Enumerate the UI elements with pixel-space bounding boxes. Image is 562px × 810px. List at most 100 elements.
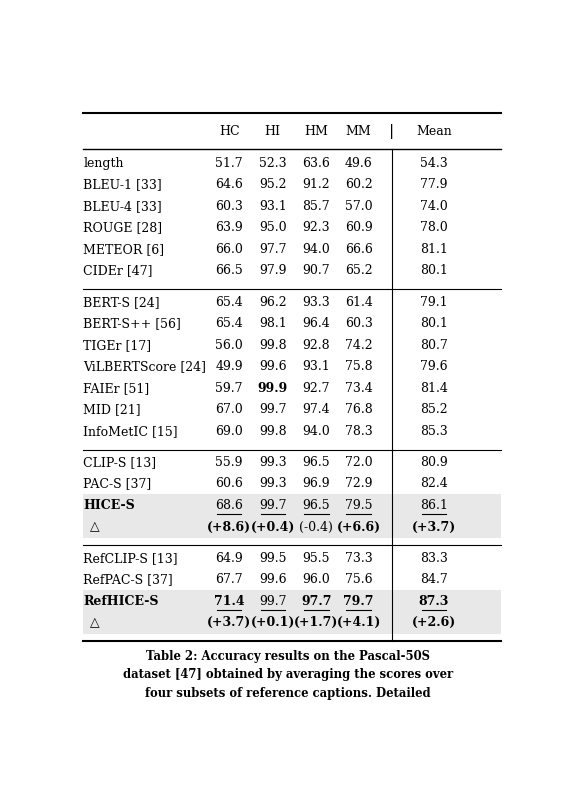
Text: 60.3: 60.3 bbox=[345, 318, 373, 330]
Text: 67.7: 67.7 bbox=[215, 573, 243, 586]
Text: (+4.1): (+4.1) bbox=[337, 616, 381, 629]
Text: 85.2: 85.2 bbox=[420, 403, 448, 416]
Text: MID [21]: MID [21] bbox=[83, 403, 141, 416]
Text: 66.5: 66.5 bbox=[215, 264, 243, 278]
Text: 99.7: 99.7 bbox=[259, 499, 287, 512]
Text: 73.4: 73.4 bbox=[345, 382, 373, 394]
Text: 79.6: 79.6 bbox=[420, 360, 448, 373]
Text: length: length bbox=[83, 157, 124, 170]
Text: 63.6: 63.6 bbox=[302, 157, 330, 170]
Text: BERT-S++ [56]: BERT-S++ [56] bbox=[83, 318, 181, 330]
Text: 86.1: 86.1 bbox=[420, 499, 448, 512]
Text: △: △ bbox=[90, 616, 99, 629]
Text: 85.3: 85.3 bbox=[420, 424, 448, 437]
Text: RefHICE-S: RefHICE-S bbox=[83, 595, 159, 608]
Text: 75.6: 75.6 bbox=[345, 573, 373, 586]
FancyBboxPatch shape bbox=[83, 494, 501, 517]
Text: 68.6: 68.6 bbox=[215, 499, 243, 512]
Text: 93.3: 93.3 bbox=[302, 296, 330, 309]
Text: 96.4: 96.4 bbox=[302, 318, 330, 330]
Text: 83.3: 83.3 bbox=[420, 552, 448, 565]
FancyBboxPatch shape bbox=[83, 590, 501, 612]
Text: △: △ bbox=[90, 521, 99, 534]
Text: 80.1: 80.1 bbox=[420, 318, 448, 330]
Text: 72.0: 72.0 bbox=[345, 456, 373, 469]
Text: 64.9: 64.9 bbox=[215, 552, 243, 565]
Text: 81.4: 81.4 bbox=[420, 382, 448, 394]
Text: 95.2: 95.2 bbox=[259, 178, 287, 191]
Text: (+1.7): (+1.7) bbox=[294, 616, 338, 629]
Text: 94.0: 94.0 bbox=[302, 243, 330, 256]
Text: (-0.4): (-0.4) bbox=[300, 521, 333, 534]
Text: 96.0: 96.0 bbox=[302, 573, 330, 586]
Text: 92.3: 92.3 bbox=[302, 221, 330, 234]
Text: 96.5: 96.5 bbox=[302, 499, 330, 512]
Text: RefCLIP-S [13]: RefCLIP-S [13] bbox=[83, 552, 178, 565]
Text: 99.6: 99.6 bbox=[259, 360, 287, 373]
Text: 71.4: 71.4 bbox=[214, 595, 244, 608]
Text: 99.9: 99.9 bbox=[257, 382, 288, 394]
Text: 49.6: 49.6 bbox=[345, 157, 373, 170]
Text: 79.1: 79.1 bbox=[420, 296, 448, 309]
Text: 92.8: 92.8 bbox=[302, 339, 330, 352]
Text: 79.5: 79.5 bbox=[345, 499, 373, 512]
Text: (+3.7): (+3.7) bbox=[207, 616, 251, 629]
Text: 96.9: 96.9 bbox=[302, 477, 330, 491]
Text: Table 2: Accuracy results on the Pascal-50S: Table 2: Accuracy results on the Pascal-… bbox=[146, 650, 430, 663]
Text: 99.8: 99.8 bbox=[259, 339, 287, 352]
Text: 74.0: 74.0 bbox=[420, 200, 448, 213]
Text: 93.1: 93.1 bbox=[302, 360, 330, 373]
Text: 99.7: 99.7 bbox=[259, 595, 287, 608]
Text: 98.1: 98.1 bbox=[259, 318, 287, 330]
Text: 67.0: 67.0 bbox=[215, 403, 243, 416]
Text: 91.2: 91.2 bbox=[302, 178, 330, 191]
Text: 80.7: 80.7 bbox=[420, 339, 448, 352]
Text: (+2.6): (+2.6) bbox=[412, 616, 456, 629]
Text: 54.3: 54.3 bbox=[420, 157, 448, 170]
Text: 97.7: 97.7 bbox=[301, 595, 332, 608]
Text: PAC-S [37]: PAC-S [37] bbox=[83, 477, 152, 491]
Text: FAIEr [51]: FAIEr [51] bbox=[83, 382, 149, 394]
FancyBboxPatch shape bbox=[83, 516, 501, 538]
Text: 77.9: 77.9 bbox=[420, 178, 448, 191]
Text: 60.9: 60.9 bbox=[345, 221, 373, 234]
Text: 63.9: 63.9 bbox=[215, 221, 243, 234]
Text: 60.6: 60.6 bbox=[215, 477, 243, 491]
Text: 51.7: 51.7 bbox=[215, 157, 243, 170]
Text: 85.7: 85.7 bbox=[302, 200, 330, 213]
Text: HC: HC bbox=[219, 125, 239, 138]
Text: 60.2: 60.2 bbox=[345, 178, 373, 191]
Text: 76.8: 76.8 bbox=[345, 403, 373, 416]
Text: 65.2: 65.2 bbox=[345, 264, 373, 278]
Text: (+8.6): (+8.6) bbox=[207, 521, 251, 534]
Text: 99.7: 99.7 bbox=[259, 403, 287, 416]
Text: 80.1: 80.1 bbox=[420, 264, 448, 278]
Text: dataset [47] obtained by averaging the scores over: dataset [47] obtained by averaging the s… bbox=[123, 668, 453, 681]
Text: 97.9: 97.9 bbox=[259, 264, 287, 278]
Text: (+0.4): (+0.4) bbox=[251, 521, 295, 534]
Text: 99.3: 99.3 bbox=[259, 477, 287, 491]
Text: 78.0: 78.0 bbox=[420, 221, 448, 234]
Text: 74.2: 74.2 bbox=[345, 339, 373, 352]
Text: (+0.1): (+0.1) bbox=[251, 616, 295, 629]
Text: 99.6: 99.6 bbox=[259, 573, 287, 586]
Text: 95.5: 95.5 bbox=[302, 552, 330, 565]
Text: BERT-S [24]: BERT-S [24] bbox=[83, 296, 160, 309]
Text: 99.8: 99.8 bbox=[259, 424, 287, 437]
Text: HI: HI bbox=[265, 125, 281, 138]
Text: 87.3: 87.3 bbox=[419, 595, 449, 608]
Text: MM: MM bbox=[346, 125, 371, 138]
Text: (+3.7): (+3.7) bbox=[412, 521, 456, 534]
Text: 96.2: 96.2 bbox=[259, 296, 287, 309]
Text: 82.4: 82.4 bbox=[420, 477, 448, 491]
Text: 66.0: 66.0 bbox=[215, 243, 243, 256]
Text: 90.7: 90.7 bbox=[302, 264, 330, 278]
Text: METEOR [6]: METEOR [6] bbox=[83, 243, 165, 256]
Text: 92.7: 92.7 bbox=[302, 382, 330, 394]
Text: 60.3: 60.3 bbox=[215, 200, 243, 213]
Text: |: | bbox=[389, 124, 395, 139]
Text: 61.4: 61.4 bbox=[345, 296, 373, 309]
Text: four subsets of reference captions. Detailed: four subsets of reference captions. Deta… bbox=[145, 687, 431, 700]
Text: 69.0: 69.0 bbox=[215, 424, 243, 437]
Text: 80.9: 80.9 bbox=[420, 456, 448, 469]
